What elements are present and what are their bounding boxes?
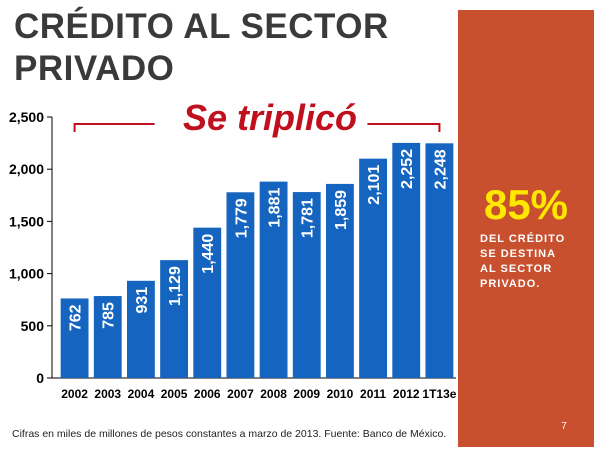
bar bbox=[325, 183, 354, 378]
y-tick-label: 1,500 bbox=[9, 213, 44, 229]
bar bbox=[126, 280, 155, 378]
x-tick-label: 2010 bbox=[327, 387, 354, 401]
chart-axes: 0 500 1,000 1,500 2,000 2,500 bbox=[9, 109, 456, 386]
bar-data-label: 1,440 bbox=[200, 234, 217, 274]
bar-data-label: 1,781 bbox=[300, 198, 317, 238]
bar-data-label: 2,252 bbox=[399, 149, 416, 189]
slide-title: CRÉDITO AL SECTOR PRIVADO bbox=[14, 7, 389, 88]
highlight-percent: 85% bbox=[483, 181, 569, 228]
x-tick-label: 2006 bbox=[194, 387, 221, 401]
bar-data-label: 785 bbox=[101, 302, 118, 329]
x-tick-label: 2009 bbox=[293, 387, 320, 401]
bar bbox=[359, 158, 388, 378]
chart-bars: 762 2002 785 2003 931 2004 1,129 2005 1,440 2006 1… bbox=[60, 142, 457, 401]
growth-callout: Se triplicó bbox=[182, 97, 358, 138]
x-tick-label: 2003 bbox=[94, 387, 121, 401]
bar-data-label: 2,248 bbox=[432, 149, 449, 189]
bar bbox=[292, 192, 321, 378]
bar-data-label: 1,881 bbox=[267, 188, 284, 228]
bar-data-label: 762 bbox=[68, 304, 85, 331]
y-tick-label: 500 bbox=[21, 318, 45, 334]
x-tick-label: 2005 bbox=[161, 387, 188, 401]
bracket-left bbox=[73, 123, 155, 132]
bar-data-label: 931 bbox=[134, 287, 151, 314]
x-tick-label: 2011 bbox=[360, 387, 386, 401]
y-tick-label: 1,000 bbox=[9, 266, 44, 282]
highlight-panel: 85% DEL CRÉDITO SE DESTINA AL SECTOR PRI… bbox=[458, 10, 594, 447]
highlight-text: DEL CRÉDITO SE DESTINA AL SECTOR PRIVADO… bbox=[480, 233, 566, 290]
bar-data-label: 1,859 bbox=[333, 190, 350, 230]
bar bbox=[93, 296, 122, 378]
y-tick-label: 2,500 bbox=[9, 109, 44, 125]
growth-bracket bbox=[73, 123, 441, 132]
page-number: 7 bbox=[561, 421, 567, 432]
bar bbox=[60, 298, 89, 378]
bracket-right bbox=[367, 123, 441, 132]
x-tick-label: 2008 bbox=[260, 387, 287, 401]
bar-data-label: 1,129 bbox=[167, 266, 184, 306]
x-tick-label: 2004 bbox=[128, 387, 155, 401]
x-tick-label: 2002 bbox=[61, 387, 88, 401]
bar-data-label: 2,101 bbox=[366, 165, 383, 205]
y-tick-label: 0 bbox=[36, 370, 44, 386]
y-tick-label: 2,000 bbox=[9, 161, 44, 177]
bar bbox=[226, 192, 255, 378]
bar bbox=[259, 181, 288, 378]
source-note: Cifras en miles de millones de pesos con… bbox=[12, 428, 447, 440]
x-tick-label: 2012 bbox=[393, 387, 420, 401]
x-tick-label: 1T13e bbox=[422, 387, 456, 401]
x-tick-label: 2007 bbox=[227, 387, 254, 401]
bar bbox=[160, 260, 189, 378]
bar-data-label: 1,779 bbox=[233, 198, 250, 238]
bar bbox=[425, 143, 454, 378]
bar bbox=[392, 142, 421, 378]
bar bbox=[193, 227, 222, 378]
